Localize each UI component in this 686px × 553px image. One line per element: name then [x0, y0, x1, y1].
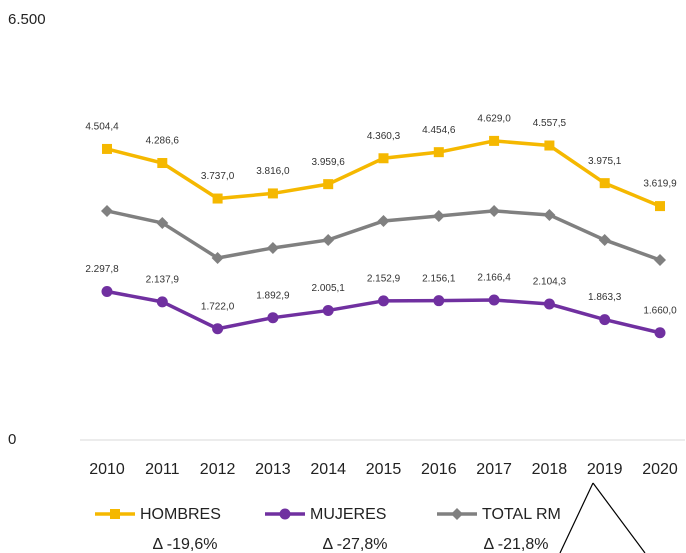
point	[598, 233, 611, 246]
point	[433, 295, 445, 307]
data-label: 4.504,4	[85, 122, 119, 133]
annotation-stroke	[592, 482, 646, 553]
point	[212, 323, 224, 335]
legend-marker	[451, 508, 463, 520]
point	[323, 179, 334, 190]
x-tick-label: 2012	[200, 461, 236, 478]
point	[543, 298, 555, 310]
data-label: 4.629,0	[477, 114, 511, 125]
x-tick-label: 2011	[145, 461, 180, 478]
series-line	[106, 139, 661, 208]
data-label: 4.286,6	[146, 136, 180, 147]
point	[599, 314, 611, 326]
x-tick-label: 2017	[476, 461, 512, 478]
annotation: Δ -27,8%	[323, 536, 388, 553]
data-label: 2.156,1	[422, 273, 456, 284]
data-label: 1.660,0	[643, 305, 677, 316]
y-tick-label: 6.500	[8, 11, 46, 28]
point	[157, 158, 168, 169]
x-tick-label: 2018	[532, 461, 568, 478]
x-tick-label: 2014	[310, 461, 346, 478]
point	[654, 327, 666, 339]
x-tick-label: 2020	[642, 461, 678, 478]
point	[378, 153, 389, 164]
point	[599, 178, 610, 189]
data-label: 4.454,6	[422, 125, 456, 136]
x-tick-label: 2016	[421, 461, 457, 478]
data-label: 3.737,0	[201, 171, 235, 182]
data-label: 1.892,9	[256, 290, 290, 301]
data-label: 3.619,9	[643, 179, 677, 190]
legend-marker	[279, 508, 291, 520]
data-label: 3.959,6	[312, 157, 346, 168]
point	[488, 204, 501, 217]
legend-marker	[110, 509, 120, 519]
x-tick-label: 2013	[255, 461, 291, 478]
data-label: 2.166,4	[477, 273, 511, 284]
point	[156, 216, 169, 229]
point	[211, 251, 224, 264]
data-label: 3.975,1	[588, 156, 622, 167]
x-tick-label: 2010	[89, 461, 125, 478]
point	[267, 312, 279, 324]
point	[489, 135, 500, 146]
point	[102, 143, 112, 154]
data-label: 3.816,0	[256, 166, 290, 177]
point	[322, 304, 334, 316]
point	[543, 208, 556, 221]
point	[377, 214, 390, 227]
x-tick-label: 2015	[366, 461, 402, 478]
legend-label: HOMBRES	[140, 506, 221, 523]
data-label: 1.722,0	[201, 301, 235, 312]
data-label: 4.360,3	[367, 131, 401, 142]
data-label: 2.137,9	[146, 274, 180, 285]
point	[322, 233, 335, 246]
legend-label: TOTAL RM	[482, 506, 561, 523]
point	[544, 140, 555, 151]
point	[654, 253, 666, 266]
annotation-stroke	[559, 482, 594, 553]
point	[101, 204, 113, 217]
annotation: Δ -21,8%	[484, 536, 549, 553]
legend-label: MUJERES	[310, 506, 386, 523]
data-label: 1.863,3	[588, 292, 622, 303]
data-label: 2.104,3	[533, 277, 567, 288]
point	[655, 201, 665, 212]
point	[156, 296, 168, 308]
data-label: 2.152,9	[367, 274, 401, 285]
x-tick-label: 2019	[587, 461, 623, 478]
y-tick-label: 0	[8, 431, 16, 448]
data-label: 2.297,8	[85, 264, 119, 275]
point	[378, 295, 389, 307]
point	[266, 241, 279, 254]
point	[432, 209, 445, 222]
data-label: 2.005,1	[312, 283, 346, 294]
point	[433, 147, 444, 158]
point	[267, 188, 278, 199]
point	[212, 193, 223, 204]
data-label: 4.557,5	[533, 118, 567, 129]
annotation: Δ -19,6%	[153, 536, 218, 553]
point	[488, 294, 500, 306]
point	[101, 286, 113, 298]
